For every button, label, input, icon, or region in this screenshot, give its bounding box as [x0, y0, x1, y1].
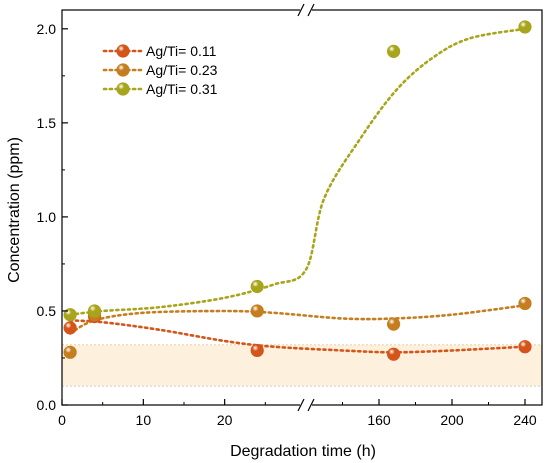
data-point [63, 308, 77, 322]
legend-label-0: Ag/Ti= 0.11 [146, 43, 217, 59]
x-tick-label: 0 [58, 412, 66, 428]
axis-break-gap [300, 7, 312, 13]
x-tick-label: 200 [440, 412, 464, 428]
y-axis-title: Concentration (ppm) [6, 137, 23, 283]
data-point [250, 304, 264, 318]
x-tick-label: 10 [136, 412, 152, 428]
legend-label-2: Ag/Ti= 0.31 [146, 81, 218, 97]
x-tick-label: 160 [367, 412, 391, 428]
x-axis-title: Degradation time (h) [230, 443, 376, 460]
data-point [63, 321, 77, 335]
data-point [518, 20, 532, 34]
data-point [386, 317, 401, 331]
y-tick-label: 0.5 [37, 303, 57, 319]
data-point [386, 347, 401, 361]
data-point [87, 304, 102, 318]
trend-line-1 [68, 304, 527, 335]
data-point [518, 296, 532, 311]
x-tick-label: 240 [513, 412, 537, 428]
legend-marker-1 [116, 63, 130, 77]
data-point [386, 44, 401, 58]
y-tick-label: 1.0 [37, 209, 57, 225]
trend-line-0 [68, 319, 527, 354]
axis-break-mark [297, 3, 305, 17]
data-point [250, 343, 264, 358]
legend-label-1: Ag/Ti= 0.23 [146, 62, 218, 78]
legend-marker-0 [116, 44, 130, 58]
trend-line-2 [68, 27, 527, 316]
axis-break-mark [307, 3, 315, 17]
y-tick-label: 1.5 [37, 115, 57, 131]
axis-break-mark [297, 398, 305, 412]
data-point [518, 340, 532, 354]
data-point [63, 345, 77, 359]
x-tick-label: 20 [217, 412, 233, 428]
data-point [250, 279, 264, 294]
y-tick-label: 2.0 [37, 21, 57, 37]
axis-break-gap [300, 402, 312, 408]
shaded-band [62, 344, 542, 387]
legend-marker-2 [116, 82, 130, 96]
axis-break-mark [307, 398, 315, 412]
y-tick-label: 0.0 [37, 397, 57, 413]
